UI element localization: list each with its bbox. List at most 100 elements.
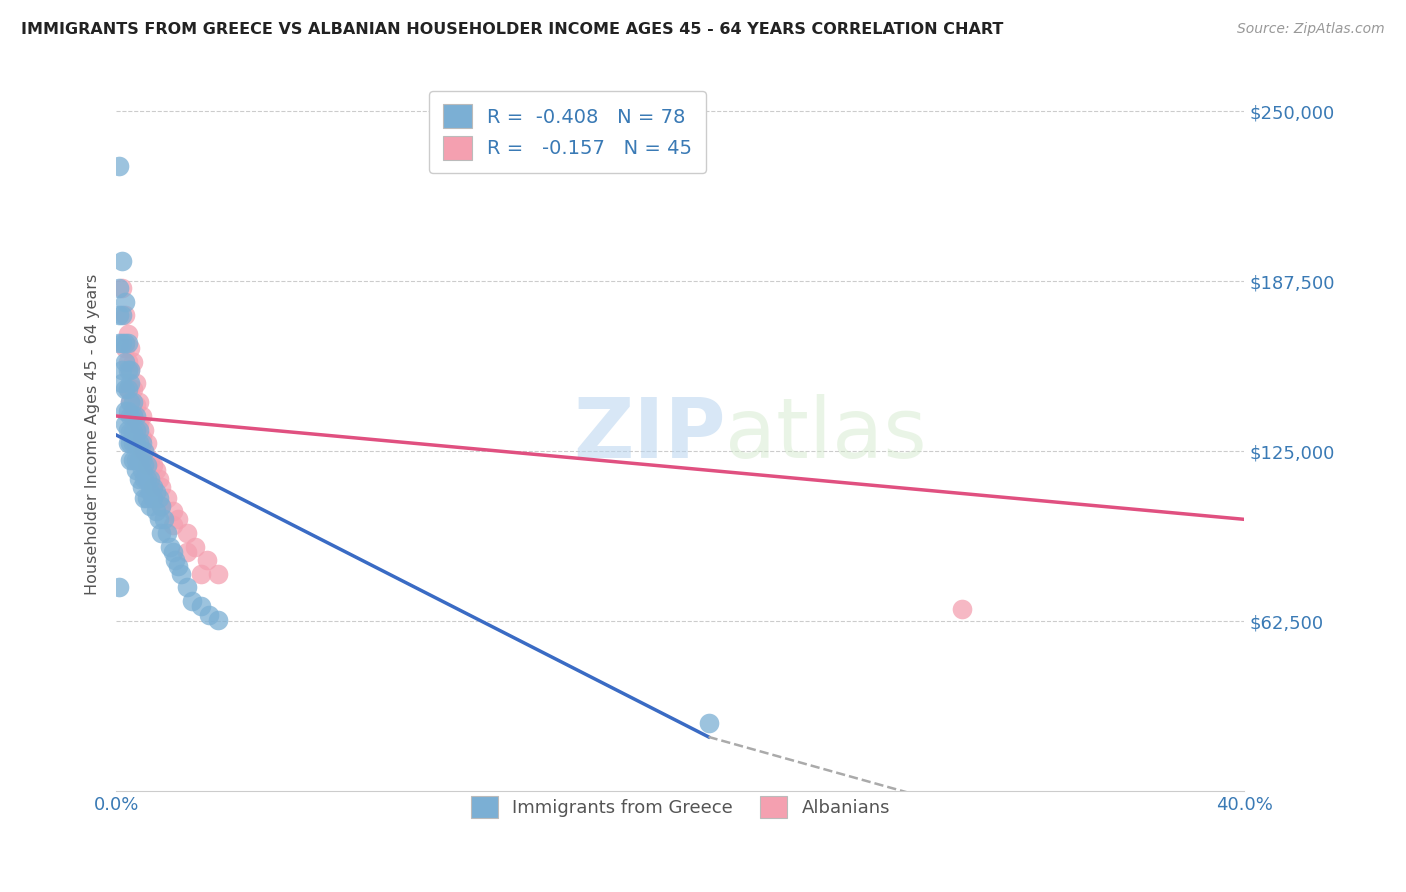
Point — [114, 294, 136, 309]
Point — [122, 409, 145, 423]
Point — [184, 540, 207, 554]
Point — [120, 436, 142, 450]
Point — [136, 472, 159, 486]
Point — [117, 335, 139, 350]
Point — [159, 540, 181, 554]
Text: Source: ZipAtlas.com: Source: ZipAtlas.com — [1237, 22, 1385, 37]
Point — [120, 376, 142, 391]
Point — [120, 382, 142, 396]
Point — [131, 480, 153, 494]
Point — [122, 403, 145, 417]
Point — [167, 558, 190, 573]
Point — [117, 382, 139, 396]
Point — [122, 395, 145, 409]
Point — [142, 480, 165, 494]
Point — [131, 463, 153, 477]
Point — [145, 463, 167, 477]
Point — [136, 458, 159, 472]
Point — [114, 417, 136, 432]
Point — [134, 423, 156, 437]
Point — [114, 403, 136, 417]
Point — [114, 354, 136, 368]
Point — [139, 485, 162, 500]
Point — [139, 452, 162, 467]
Point — [122, 452, 145, 467]
Point — [128, 417, 150, 432]
Point — [145, 485, 167, 500]
Point — [122, 409, 145, 423]
Point — [139, 499, 162, 513]
Point — [148, 491, 170, 505]
Text: ZIP: ZIP — [574, 394, 725, 475]
Y-axis label: Householder Income Ages 45 - 64 years: Householder Income Ages 45 - 64 years — [86, 274, 100, 595]
Point — [125, 436, 148, 450]
Point — [697, 716, 720, 731]
Point — [198, 607, 221, 622]
Point — [165, 553, 187, 567]
Point — [148, 472, 170, 486]
Point — [142, 458, 165, 472]
Point — [125, 398, 148, 412]
Point — [195, 553, 218, 567]
Point — [122, 382, 145, 396]
Point — [117, 354, 139, 368]
Point — [128, 395, 150, 409]
Point — [142, 480, 165, 494]
Point — [150, 499, 173, 513]
Point — [134, 458, 156, 472]
Point — [120, 363, 142, 377]
Point — [150, 525, 173, 540]
Point — [117, 327, 139, 342]
Point — [111, 363, 134, 377]
Point — [108, 335, 131, 350]
Point — [190, 566, 212, 581]
Point — [108, 159, 131, 173]
Point — [111, 254, 134, 268]
Point — [131, 452, 153, 467]
Point — [108, 281, 131, 295]
Point — [150, 480, 173, 494]
Point — [114, 382, 136, 396]
Point — [156, 525, 179, 540]
Point — [117, 436, 139, 450]
Text: atlas: atlas — [725, 394, 927, 475]
Text: IMMIGRANTS FROM GREECE VS ALBANIAN HOUSEHOLDER INCOME AGES 45 - 64 YEARS CORRELA: IMMIGRANTS FROM GREECE VS ALBANIAN HOUSE… — [21, 22, 1004, 37]
Point — [162, 504, 184, 518]
Point — [111, 335, 134, 350]
Point — [120, 395, 142, 409]
Point — [950, 602, 973, 616]
Point — [167, 512, 190, 526]
Point — [128, 472, 150, 486]
Point — [125, 423, 148, 437]
Point — [176, 580, 198, 594]
Point — [142, 491, 165, 505]
Point — [117, 363, 139, 377]
Point — [156, 491, 179, 505]
Point — [134, 491, 156, 505]
Point — [114, 309, 136, 323]
Point — [128, 436, 150, 450]
Point — [131, 444, 153, 458]
Point — [125, 431, 148, 445]
Point — [120, 452, 142, 467]
Point — [136, 491, 159, 505]
Point — [120, 363, 142, 377]
Point — [170, 566, 193, 581]
Point — [148, 512, 170, 526]
Point — [122, 436, 145, 450]
Point — [134, 444, 156, 458]
Point — [207, 566, 229, 581]
Point — [122, 425, 145, 440]
Point — [131, 431, 153, 445]
Point — [190, 599, 212, 614]
Point — [125, 417, 148, 432]
Point — [125, 409, 148, 423]
Point — [128, 423, 150, 437]
Point — [125, 376, 148, 391]
Point — [162, 545, 184, 559]
Point — [134, 472, 156, 486]
Legend: Immigrants from Greece, Albanians: Immigrants from Greece, Albanians — [464, 789, 897, 825]
Point — [117, 403, 139, 417]
Point — [122, 354, 145, 368]
Point — [125, 463, 148, 477]
